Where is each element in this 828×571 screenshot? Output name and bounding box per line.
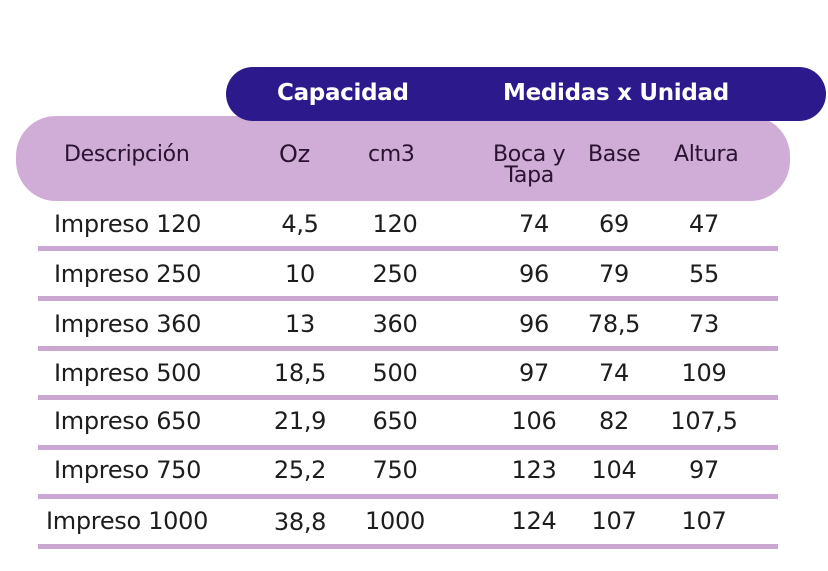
cell-boca: 123 <box>511 456 557 484</box>
col-descripcion: Descripción <box>64 142 190 167</box>
cell-cm3: 250 <box>372 260 418 288</box>
cell-boca: 74 <box>519 210 549 238</box>
cell-cm3: 120 <box>372 210 418 238</box>
row-separator <box>38 246 778 251</box>
group-medidas: Medidas x Unidad <box>503 80 729 106</box>
cell-cm3: 750 <box>372 456 418 484</box>
cell-oz: 25,2 <box>273 456 327 484</box>
cell-base: 104 <box>591 456 637 484</box>
cell-boca: 106 <box>511 407 557 435</box>
cell-base: 79 <box>599 260 629 288</box>
col-altura: Altura <box>674 142 739 167</box>
group-capacidad: Capacidad <box>277 80 409 106</box>
cell-cm3: 500 <box>372 359 418 387</box>
group-header-bar: Capacidad Medidas x Unidad <box>226 67 826 121</box>
cell-descripcion: Impreso 500 <box>54 359 202 387</box>
col-boca-tapa: Boca y Tapa <box>493 142 566 188</box>
cell-descripcion: Impreso 360 <box>54 310 202 338</box>
column-header-bar: Descripción Oz cm3 Boca y Tapa Base Altu… <box>16 116 790 201</box>
cell-base: 69 <box>599 210 629 238</box>
cell-boca: 96 <box>519 310 549 338</box>
cell-altura: 97 <box>689 456 719 484</box>
row-separator <box>38 296 778 301</box>
cell-altura: 73 <box>689 310 719 338</box>
cell-base: 78,5 <box>587 310 641 338</box>
cell-base: 107 <box>591 507 637 535</box>
cell-descripcion: Impreso 1000 <box>46 507 209 535</box>
cell-oz: 4,5 <box>281 210 319 238</box>
cell-oz: 13 <box>285 310 315 338</box>
cell-altura: 109 <box>681 359 727 387</box>
cell-oz: 38,8 <box>273 508 327 536</box>
cell-oz: 10 <box>285 260 315 288</box>
cell-boca: 124 <box>511 507 557 535</box>
col-cm3: cm3 <box>368 142 415 167</box>
cell-altura: 55 <box>689 260 719 288</box>
cell-cm3: 650 <box>372 407 418 435</box>
cell-altura: 107,5 <box>670 407 738 435</box>
cell-boca: 97 <box>519 359 549 387</box>
row-separator <box>38 445 778 450</box>
cell-oz: 18,5 <box>273 359 327 387</box>
col-boca-line2: Tapa <box>504 163 554 188</box>
cell-descripcion: Impreso 650 <box>54 407 202 435</box>
col-boca-line1: Boca y <box>493 142 566 167</box>
col-base: Base <box>588 142 641 167</box>
cell-altura: 47 <box>689 210 719 238</box>
cell-altura: 107 <box>681 507 727 535</box>
row-separator <box>38 544 778 549</box>
row-separator <box>38 395 778 400</box>
cell-descripcion: Impreso 750 <box>54 456 202 484</box>
cell-descripcion: Impreso 250 <box>54 260 202 288</box>
col-oz: Oz <box>279 140 310 168</box>
row-separator <box>38 346 778 351</box>
cell-base: 82 <box>599 407 629 435</box>
cell-cm3: 1000 <box>365 507 425 535</box>
cell-descripcion: Impreso 120 <box>54 210 202 238</box>
cell-oz: 21,9 <box>273 407 327 435</box>
cell-base: 74 <box>599 359 629 387</box>
row-separator <box>38 494 778 499</box>
cell-cm3: 360 <box>372 310 418 338</box>
cell-boca: 96 <box>519 260 549 288</box>
